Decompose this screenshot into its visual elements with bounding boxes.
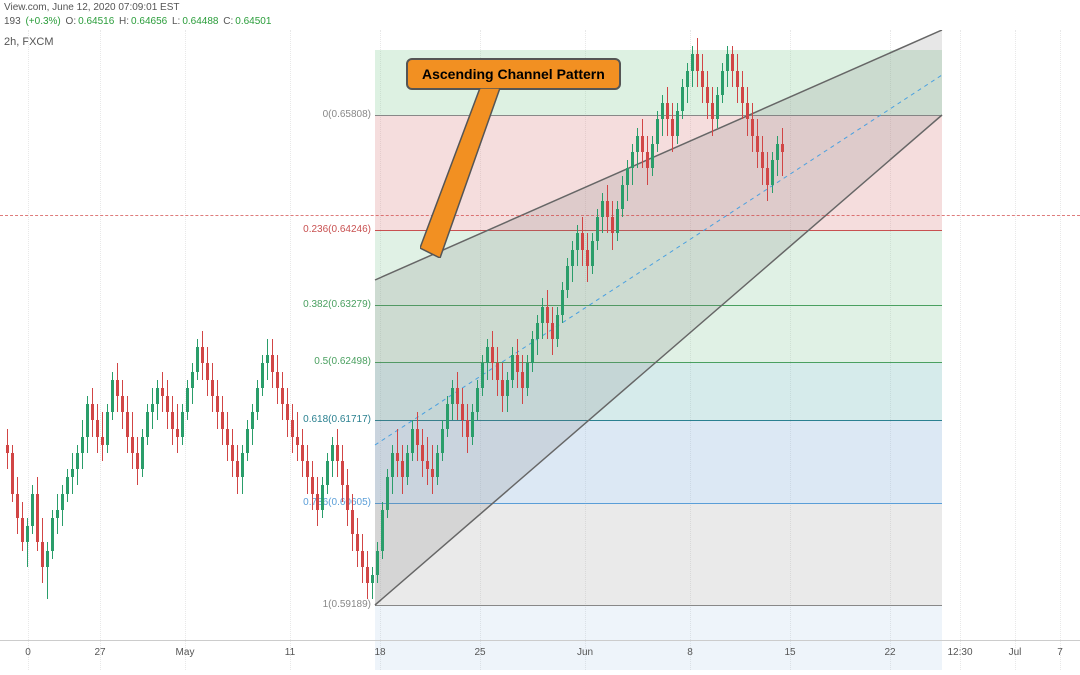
header-timestamp: View.com, June 12, 2020 07:09:01 EST bbox=[4, 2, 180, 13]
annotation-callout[interactable]: Ascending Channel Pattern bbox=[406, 58, 621, 90]
x-tick: Jul bbox=[1009, 647, 1022, 658]
fib-label: 0.382(0.63279) bbox=[296, 299, 371, 310]
grid-line bbox=[28, 30, 29, 670]
ohlc-row: 193 (+0.3%) O:0.64516 H:0.64656 L:0.6448… bbox=[4, 16, 273, 27]
grid-line bbox=[1060, 30, 1061, 670]
fib-line[interactable] bbox=[375, 605, 942, 606]
fib-line[interactable] bbox=[375, 362, 942, 363]
x-tick: 7 bbox=[1057, 647, 1063, 658]
fib-label: 0.236(0.64246) bbox=[296, 224, 371, 235]
x-tick: 0 bbox=[25, 647, 31, 658]
fib-line[interactable] bbox=[375, 503, 942, 504]
x-tick: May bbox=[176, 647, 195, 658]
x-axis: 0 27 May 11 18 25 Jun 8 15 22 12:30 Jul 7 bbox=[0, 640, 1080, 675]
fib-label: 0.618(0.61717) bbox=[296, 414, 371, 425]
fib-zone bbox=[375, 420, 942, 503]
grid-line bbox=[290, 30, 291, 670]
grid-line bbox=[1015, 30, 1016, 670]
x-tick: 18 bbox=[374, 647, 385, 658]
callout-arrow-icon bbox=[420, 88, 500, 258]
grid-line bbox=[960, 30, 961, 670]
x-tick: Jun bbox=[577, 647, 593, 658]
plot-area[interactable]: 0(0.65808) 0.236(0.64246) 0.382(0.63279) 0.… bbox=[0, 30, 1080, 640]
x-tick: 11 bbox=[285, 647, 295, 658]
callout-text: Ascending Channel Pattern bbox=[422, 66, 605, 82]
fib-label: 0.786(0.60605) bbox=[296, 497, 371, 508]
fib-line[interactable] bbox=[375, 305, 942, 306]
fib-zone bbox=[375, 305, 942, 362]
grid-line bbox=[100, 30, 101, 670]
x-tick: 15 bbox=[784, 647, 795, 658]
x-tick: 8 bbox=[687, 647, 693, 658]
last-price-line bbox=[0, 215, 1080, 216]
grid-line bbox=[185, 30, 186, 670]
x-tick: 25 bbox=[474, 647, 485, 658]
x-tick: 12:30 bbox=[947, 647, 972, 658]
fib-label: 0.5(0.62498) bbox=[296, 356, 371, 367]
fib-label: 1(0.59189) bbox=[296, 599, 371, 610]
x-tick: 27 bbox=[94, 647, 105, 658]
x-tick: 22 bbox=[884, 647, 895, 658]
chart-container[interactable]: View.com, June 12, 2020 07:09:01 EST 193… bbox=[0, 0, 1080, 675]
fib-zone bbox=[375, 503, 942, 605]
fib-label: 0(0.65808) bbox=[296, 109, 371, 120]
